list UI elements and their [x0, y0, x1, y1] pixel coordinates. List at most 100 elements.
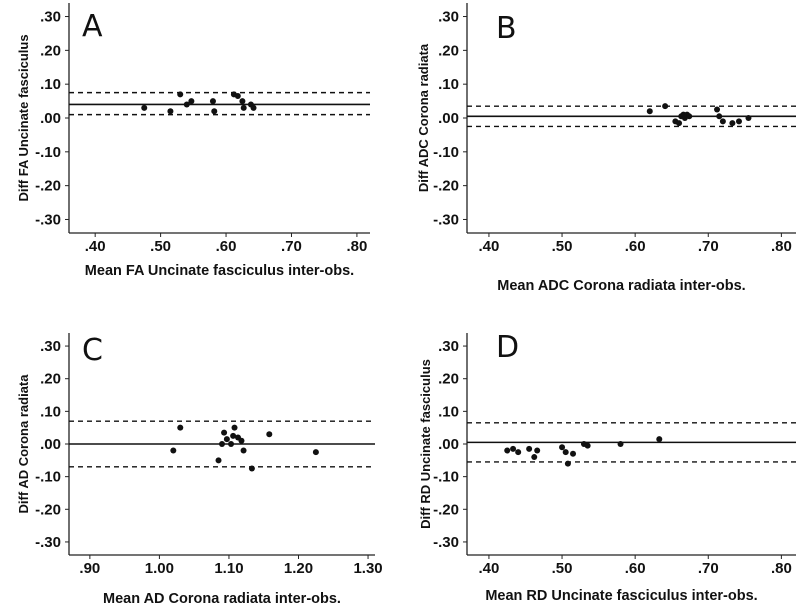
data-point: [177, 91, 184, 98]
x-tick-label: .70: [698, 238, 719, 255]
y-tick-label: -.30: [35, 211, 61, 228]
data-point: [177, 424, 184, 431]
data-point: [676, 120, 683, 127]
x-tick-label: .60: [216, 238, 237, 255]
panel-letter: B: [496, 11, 517, 46]
y-tick-label: -.30: [433, 211, 459, 228]
y-tick-label: -.20: [35, 178, 61, 195]
x-tick-label: .40: [479, 238, 500, 255]
x-tick-label: .80: [346, 238, 367, 255]
data-point: [223, 436, 230, 443]
data-point: [719, 118, 726, 125]
data-point: [248, 465, 255, 472]
y-tick-label: -.20: [35, 501, 61, 518]
data-point: [570, 450, 577, 457]
x-axis-label: Mean AD Corona radiata inter-obs.: [103, 591, 341, 607]
data-point: [662, 103, 669, 110]
data-point: [266, 431, 273, 438]
y-tick-label: .00: [40, 436, 61, 453]
x-tick-label: .50: [552, 238, 573, 255]
data-point: [312, 449, 319, 456]
y-axis-label: Diff RD Uncinate fasciculus: [418, 359, 433, 529]
x-tick-label: .80: [771, 238, 792, 255]
panel-a: -.30 -.20 -.10 .00 .10 .20 .30 .40 .50 .60 .70 .80 A…: [16, 3, 370, 279]
x-tick-label: .60: [625, 560, 646, 577]
y-tick-label: .30: [40, 338, 61, 355]
data-point: [230, 432, 237, 439]
y-axis-label: Diff ADC Corona radiata: [416, 43, 431, 192]
x-axis-label: Mean ADC Corona radiata inter-obs.: [497, 278, 745, 294]
data-point: [221, 429, 228, 436]
x-tick-label: .60: [625, 238, 646, 255]
data-point: [559, 444, 566, 451]
data-point: [564, 460, 571, 467]
y-tick-label: -.10: [35, 469, 61, 486]
data-point: [686, 113, 693, 120]
x-tick-label: .50: [552, 560, 573, 577]
y-tick-label: .20: [438, 42, 459, 59]
y-tick-label: .10: [438, 76, 459, 93]
data-point: [234, 93, 241, 100]
data-point: [714, 106, 721, 113]
data-point: [656, 436, 663, 443]
data-point: [562, 449, 569, 456]
x-tick-label: .80: [771, 560, 792, 577]
y-tick-label: .10: [40, 403, 61, 420]
x-tick-label: .40: [479, 560, 500, 577]
data-point: [735, 118, 742, 125]
data-point: [238, 437, 245, 444]
data-point: [250, 104, 257, 111]
y-tick-label: -.30: [433, 534, 459, 551]
panel-b: -.30 -.20 -.10 .00 .10 .20 .30 .40 .50 .60 .70 .80 B…: [416, 3, 796, 294]
y-tick-label: -.10: [35, 144, 61, 161]
panel-letter: D: [496, 330, 519, 365]
x-tick-label: 1.20: [284, 560, 313, 577]
data-point: [209, 98, 216, 105]
x-tick-label: .70: [698, 560, 719, 577]
y-tick-label: -.10: [433, 469, 459, 486]
data-point: [716, 113, 723, 120]
data-point: [504, 447, 511, 454]
x-tick-label: 1.10: [214, 560, 243, 577]
data-point: [215, 457, 222, 464]
y-axis-label: Diff FA Uncinate fasciculus: [16, 34, 31, 201]
y-tick-label: .30: [438, 338, 459, 355]
y-tick-label: .20: [40, 42, 61, 59]
x-tick-label: .40: [85, 238, 106, 255]
data-point: [141, 104, 148, 111]
data-point: [510, 445, 517, 452]
data-point: [646, 108, 653, 115]
x-axis-label: Mean RD Uncinate fasciculus inter-obs.: [485, 588, 757, 604]
data-point: [167, 108, 174, 115]
y-tick-label: -.20: [433, 501, 459, 518]
data-point: [729, 120, 736, 127]
data-point: [526, 445, 533, 452]
data-point: [183, 101, 190, 108]
data-point: [745, 115, 752, 121]
x-tick-label: .50: [150, 238, 171, 255]
data-point: [219, 441, 225, 447]
data-point: [240, 104, 247, 111]
y-tick-label: -.30: [35, 534, 61, 551]
y-tick-label: .00: [438, 436, 459, 453]
y-tick-label: .20: [40, 371, 61, 388]
y-tick-label: -.10: [433, 144, 459, 161]
data-point: [228, 441, 235, 447]
panel-letter: A: [82, 9, 103, 44]
data-point: [515, 449, 522, 456]
y-tick-label: .00: [438, 110, 459, 127]
y-axis-label: Diff AD Corona radiata: [16, 374, 31, 514]
panel-c: -.30 -.20 -.10 .00 .10 .20 .30 .90 1.00 1.10 1.20 1…: [16, 333, 383, 607]
data-point: [211, 108, 218, 115]
data-point: [534, 447, 541, 454]
x-tick-label: .90: [79, 560, 100, 577]
y-tick-label: .30: [438, 9, 459, 26]
data-point: [584, 442, 591, 449]
x-tick-label: 1.30: [353, 560, 382, 577]
data-point: [170, 447, 177, 454]
y-tick-label: .10: [40, 76, 61, 93]
data-point: [188, 98, 195, 105]
y-tick-label: .10: [438, 403, 459, 420]
x-axis-label: Mean FA Uncinate fasciculus inter-obs.: [85, 263, 354, 279]
